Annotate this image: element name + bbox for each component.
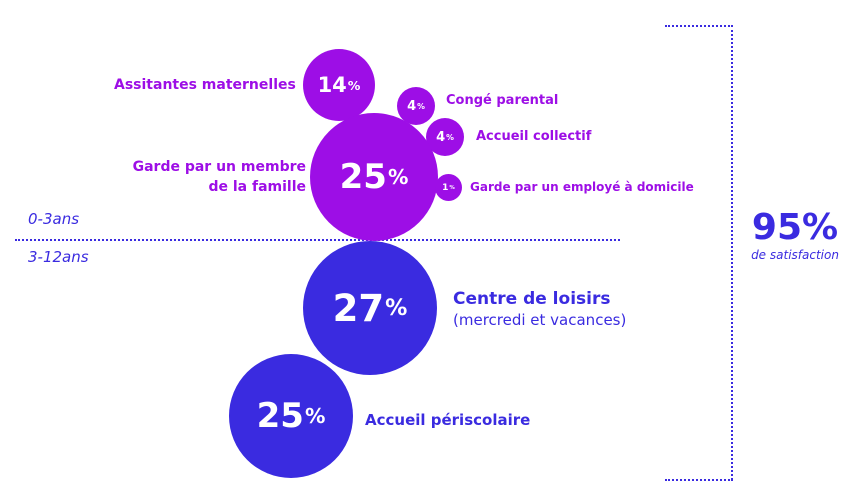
bubble-accueil-collectif: 4% <box>426 118 464 156</box>
bubble-value: 1 <box>442 182 449 193</box>
bubble-unit: % <box>304 404 326 428</box>
bracket-bottom <box>665 479 733 481</box>
label-line-1: Centre de loisirs <box>453 289 611 309</box>
label-assistantes-maternelles: Assitantes maternelles <box>114 77 296 93</box>
bracket-top <box>665 25 733 27</box>
bubble-unit: % <box>417 101 425 111</box>
bubble-value: 25 <box>256 396 304 436</box>
age-label-older: 3-12ans <box>28 248 89 266</box>
label-line-1: Garde par un membre <box>132 159 306 175</box>
satisfaction-label: de satisfaction <box>751 248 839 262</box>
label-garde-famille: Garde par un membre de la famille <box>120 157 306 197</box>
label-accueil-periscolaire: Accueil périscolaire <box>365 411 531 429</box>
label-garde-domicile: Garde par un employé à domicile <box>470 180 694 194</box>
bubble-conge-parental: 4% <box>397 87 435 125</box>
bubble-unit: % <box>446 132 454 142</box>
bubble-value: 25 <box>339 157 387 197</box>
bubble-garde-domicile: 1% <box>435 174 462 201</box>
bubble-accueil-periscolaire: 25% <box>229 354 353 478</box>
bubble-value: 27 <box>332 286 385 330</box>
satisfaction-value: 95% <box>751 207 839 248</box>
bubble-centre-loisirs: 27% <box>303 241 437 375</box>
bubble-unit: % <box>449 184 455 191</box>
label-line-2: de la famille <box>208 179 306 195</box>
bubble-assistantes-maternelles: 14% <box>303 49 375 121</box>
bubble-value: 14 <box>317 73 347 97</box>
satisfaction-block: 95% de satisfaction <box>745 207 845 263</box>
bubble-garde-famille: 25% <box>310 113 438 241</box>
label-accueil-collectif: Accueil collectif <box>476 129 592 144</box>
bubble-value: 4 <box>436 129 446 145</box>
bubble-value: 4 <box>407 98 417 114</box>
bubble-unit: % <box>347 77 361 93</box>
bracket-right <box>731 25 733 480</box>
bubble-unit: % <box>387 165 409 189</box>
bubble-unit: % <box>385 295 408 321</box>
label-line-2: (mercredi et vacances) <box>453 311 627 329</box>
label-centre-loisirs: Centre de loisirs (mercredi et vacances) <box>453 289 626 331</box>
age-divider <box>15 239 620 241</box>
label-conge-parental: Congé parental <box>446 93 559 108</box>
age-label-young: 0-3ans <box>28 210 80 228</box>
